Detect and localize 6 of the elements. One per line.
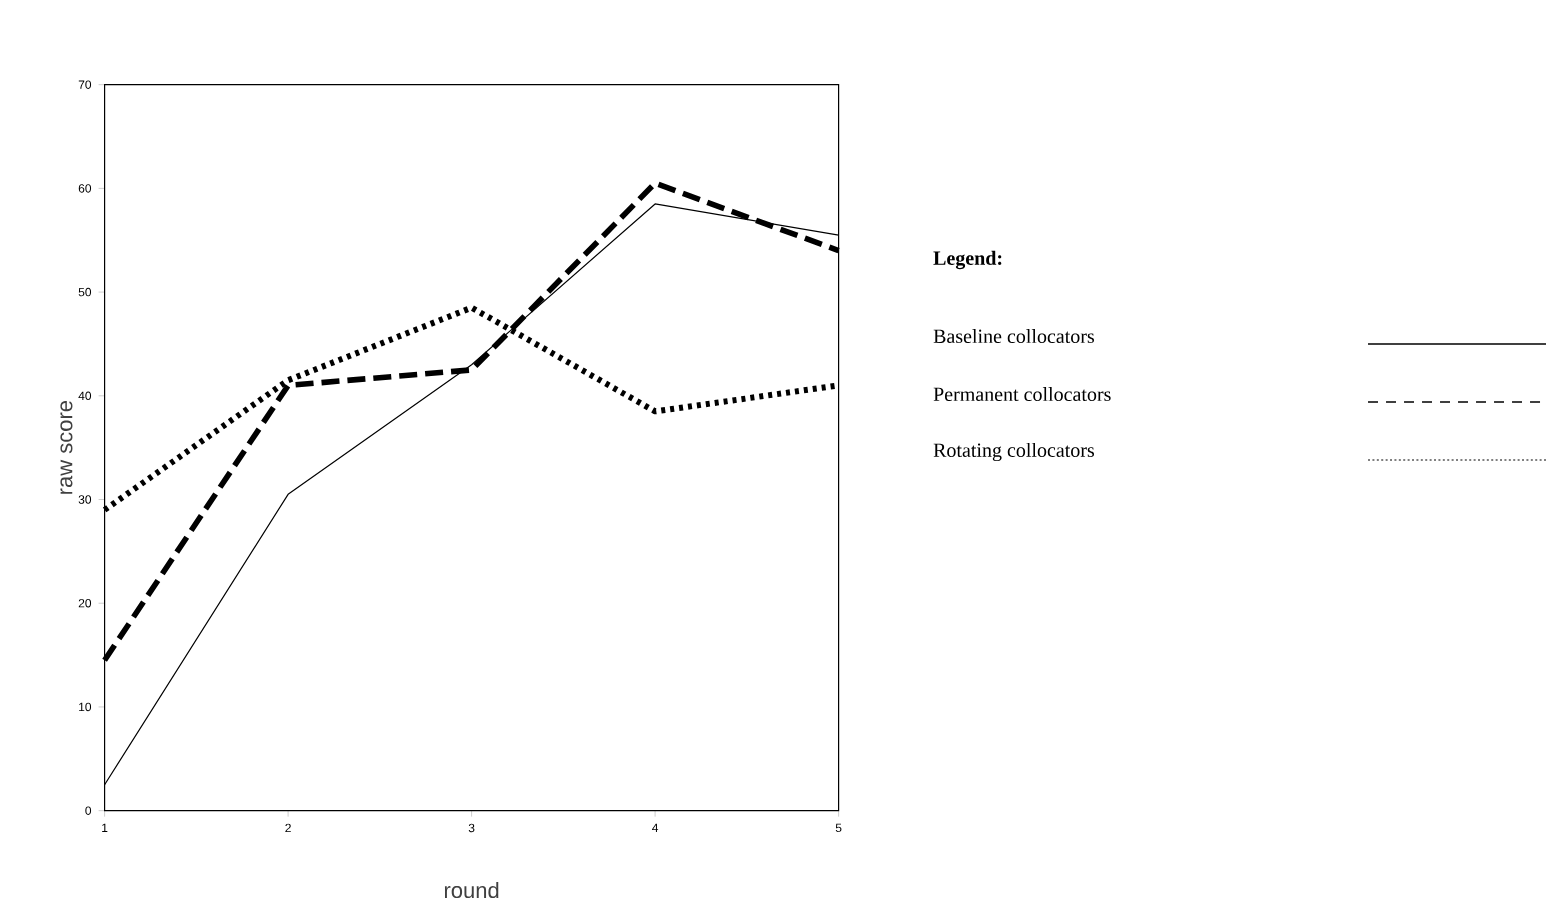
text: Permanent collocators bbox=[933, 386, 1111, 401]
text: Rotating collocators bbox=[933, 442, 1095, 461]
text: Baseline collocators bbox=[933, 328, 1094, 343]
x-axis-title: round bbox=[444, 881, 499, 898]
y-axis-title: raw score bbox=[60, 400, 73, 494]
legend-title: Legend: bbox=[933, 250, 1002, 269]
